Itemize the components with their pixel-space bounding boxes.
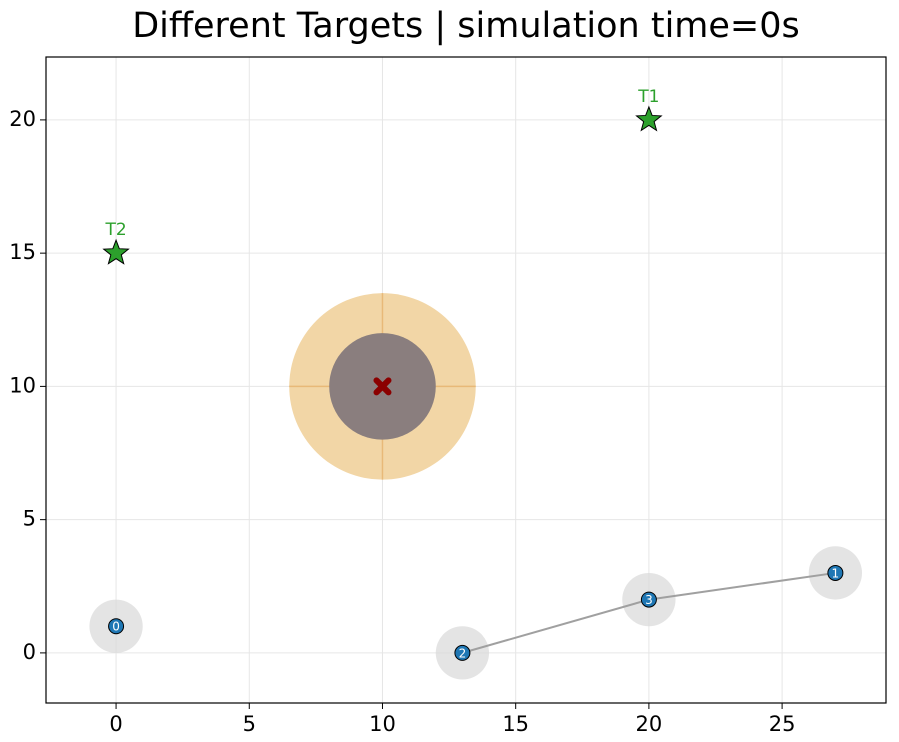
x-tick-label: 10 <box>369 712 396 736</box>
axes-frame <box>45 56 887 704</box>
agent <box>108 618 125 635</box>
agent-label: 2 <box>459 646 467 660</box>
y-tick-label: 20 <box>9 107 36 131</box>
y-tick-label: 10 <box>9 373 36 397</box>
x-tick-label: 15 <box>502 712 529 736</box>
agent-label: 3 <box>645 593 653 607</box>
target-label: T2 <box>104 220 126 240</box>
x-tick-label: 20 <box>636 712 663 736</box>
x-tick-label: 25 <box>769 712 796 736</box>
x-tick-label: 0 <box>109 712 122 736</box>
y-tick-label: 5 <box>23 507 36 531</box>
agent <box>827 564 844 581</box>
plot-area: 0 1 2 3 T1 T2 <box>46 57 886 703</box>
target-label: T1 <box>637 87 659 107</box>
target <box>635 105 663 132</box>
agent <box>454 644 471 661</box>
agent <box>640 591 657 608</box>
target <box>102 238 130 265</box>
agent-label: 0 <box>112 620 120 634</box>
x-tick-label: 5 <box>243 712 256 736</box>
y-tick-label: 15 <box>9 240 36 264</box>
y-tick-label: 0 <box>23 640 36 664</box>
obstacle-center <box>373 377 392 396</box>
chart-title: Different Targets | simulation time=0s <box>132 6 800 46</box>
agent-label: 1 <box>832 566 840 580</box>
